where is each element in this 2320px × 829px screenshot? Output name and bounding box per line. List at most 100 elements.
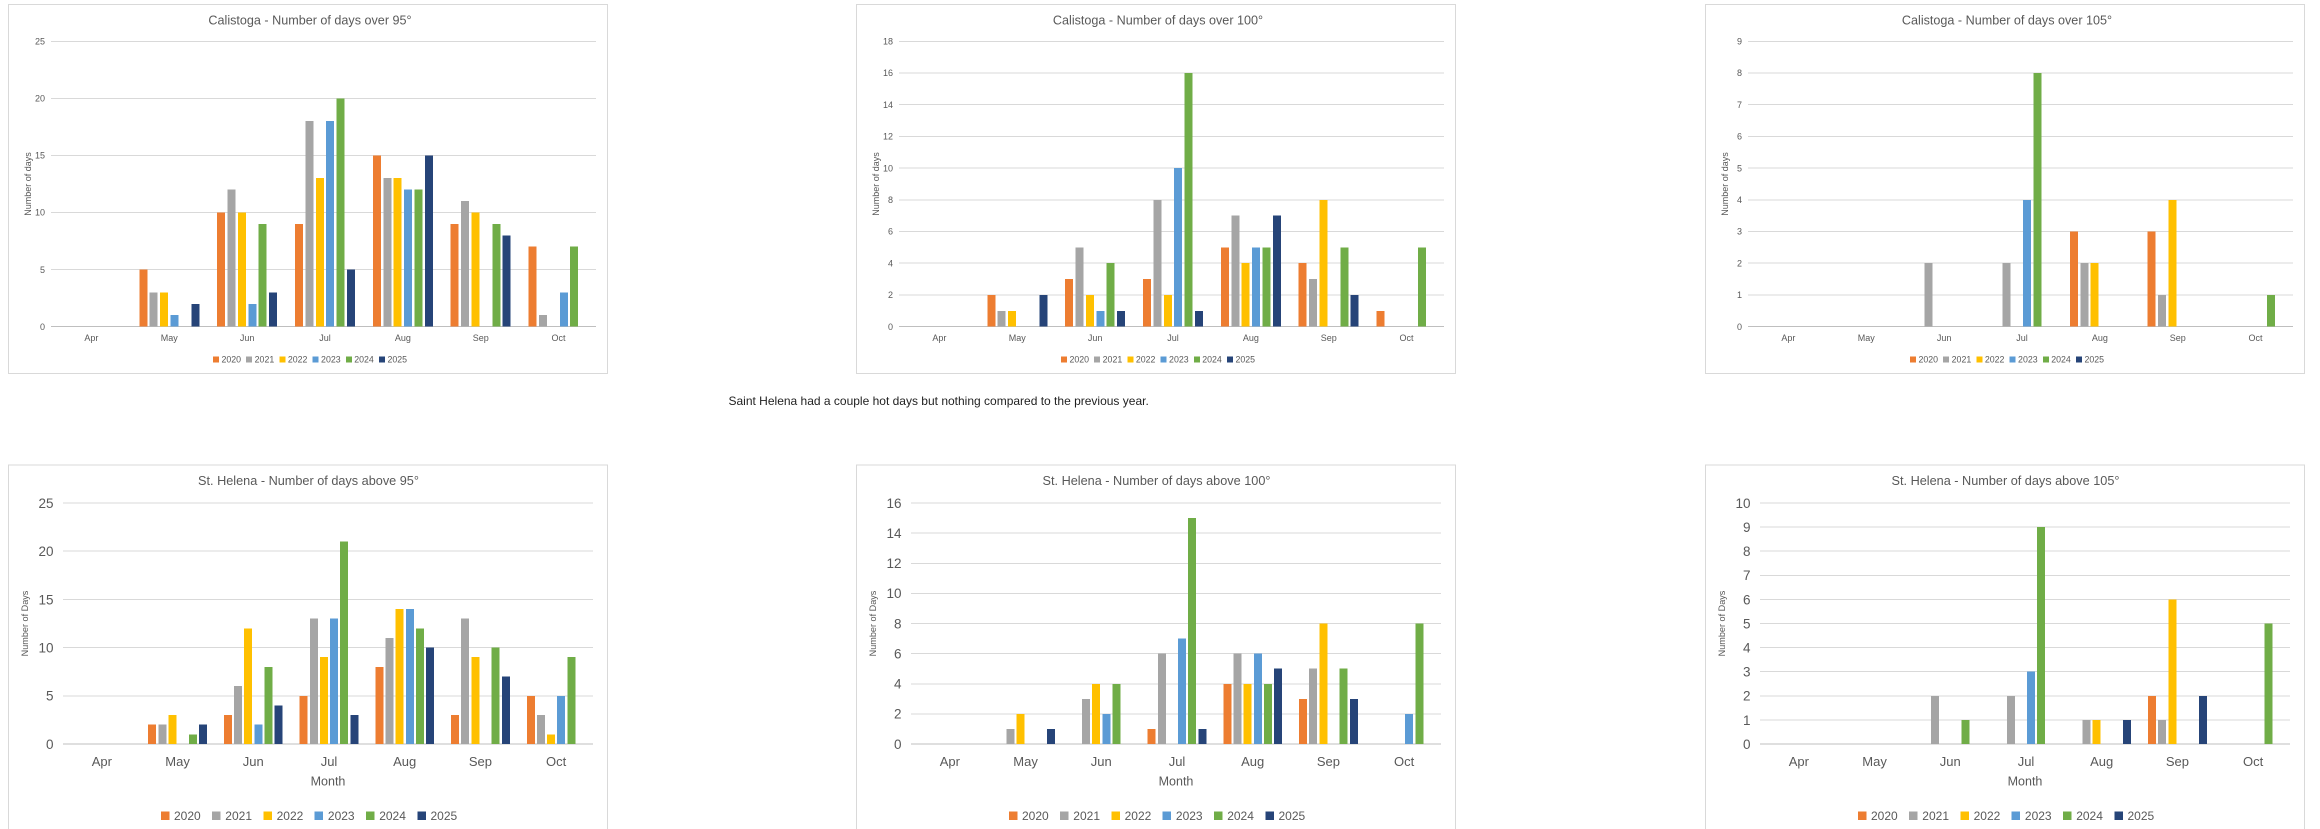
svg-text:2024: 2024 bbox=[1227, 809, 1254, 823]
svg-text:Apr: Apr bbox=[1781, 333, 1795, 343]
svg-text:4: 4 bbox=[1737, 195, 1742, 205]
svg-text:2021: 2021 bbox=[225, 809, 252, 823]
svg-text:10: 10 bbox=[35, 208, 45, 218]
svg-text:8: 8 bbox=[1743, 544, 1751, 559]
svg-text:Number of days: Number of days bbox=[23, 152, 33, 216]
svg-text:2024: 2024 bbox=[354, 355, 374, 365]
svg-text:2022: 2022 bbox=[277, 809, 304, 823]
svg-text:Month: Month bbox=[311, 775, 346, 789]
svg-text:5: 5 bbox=[40, 265, 45, 275]
svg-text:14: 14 bbox=[886, 526, 902, 541]
svg-text:16: 16 bbox=[886, 496, 901, 511]
svg-text:2024: 2024 bbox=[2076, 809, 2103, 823]
svg-text:Oct: Oct bbox=[2243, 754, 2264, 769]
svg-text:6: 6 bbox=[894, 646, 902, 661]
svg-text:2022: 2022 bbox=[1985, 355, 2005, 365]
svg-text:2025: 2025 bbox=[1279, 809, 1306, 823]
svg-text:Aug: Aug bbox=[1241, 754, 1264, 769]
svg-text:4: 4 bbox=[894, 677, 902, 692]
svg-text:Number of days: Number of days bbox=[1720, 152, 1730, 216]
svg-text:Jun: Jun bbox=[243, 754, 264, 769]
svg-text:20: 20 bbox=[38, 544, 53, 559]
svg-text:0: 0 bbox=[888, 322, 893, 332]
svg-text:5: 5 bbox=[1737, 163, 1742, 173]
svg-text:0: 0 bbox=[1737, 322, 1742, 332]
svg-text:Jul: Jul bbox=[1167, 333, 1179, 343]
svg-text:2022: 2022 bbox=[1136, 355, 1156, 365]
svg-text:2023: 2023 bbox=[2025, 809, 2052, 823]
svg-text:Calistoga - Number of days ove: Calistoga - Number of days over 95° bbox=[208, 14, 411, 28]
svg-text:9: 9 bbox=[1743, 520, 1751, 535]
svg-text:14: 14 bbox=[883, 100, 893, 110]
svg-text:0: 0 bbox=[1743, 737, 1751, 752]
svg-text:Jun: Jun bbox=[1091, 754, 1112, 769]
svg-text:Saint Helena had a couple hot: Saint Helena had a couple hot days but n… bbox=[729, 394, 1149, 408]
svg-text:Aug: Aug bbox=[2090, 754, 2113, 769]
svg-text:5: 5 bbox=[1743, 616, 1751, 631]
svg-text:2020: 2020 bbox=[1069, 355, 1089, 365]
svg-text:2023: 2023 bbox=[321, 355, 341, 365]
svg-text:Apr: Apr bbox=[940, 754, 961, 769]
svg-text:2: 2 bbox=[888, 290, 893, 300]
svg-text:5: 5 bbox=[46, 689, 54, 704]
svg-text:25: 25 bbox=[38, 496, 53, 511]
svg-text:2021: 2021 bbox=[1952, 355, 1972, 365]
svg-text:10: 10 bbox=[1735, 496, 1750, 511]
svg-text:15: 15 bbox=[38, 592, 53, 607]
svg-text:May: May bbox=[165, 754, 190, 769]
svg-text:Jul: Jul bbox=[1169, 754, 1186, 769]
svg-text:Month: Month bbox=[1159, 775, 1194, 789]
svg-text:Calistoga - Number of days ove: Calistoga - Number of days over 105° bbox=[1902, 14, 2112, 28]
svg-text:Jun: Jun bbox=[1940, 754, 1961, 769]
svg-text:25: 25 bbox=[35, 37, 45, 47]
svg-text:2023: 2023 bbox=[328, 809, 355, 823]
svg-text:Oct: Oct bbox=[546, 754, 567, 769]
svg-text:Jun: Jun bbox=[1937, 333, 1952, 343]
svg-text:18: 18 bbox=[883, 37, 893, 47]
svg-text:2020: 2020 bbox=[221, 355, 241, 365]
svg-text:2025: 2025 bbox=[1235, 355, 1255, 365]
svg-text:Sep: Sep bbox=[2170, 333, 2186, 343]
svg-text:9: 9 bbox=[1737, 37, 1742, 47]
svg-text:8: 8 bbox=[1737, 68, 1742, 78]
svg-text:2024: 2024 bbox=[2051, 355, 2071, 365]
svg-text:15: 15 bbox=[35, 151, 45, 161]
svg-text:2023: 2023 bbox=[2018, 355, 2038, 365]
svg-text:Number of Days: Number of Days bbox=[20, 590, 30, 656]
svg-text:Oct: Oct bbox=[552, 333, 567, 343]
svg-text:10: 10 bbox=[886, 586, 901, 601]
svg-text:Aug: Aug bbox=[2092, 333, 2108, 343]
svg-text:Sep: Sep bbox=[469, 754, 492, 769]
svg-text:2025: 2025 bbox=[2084, 355, 2104, 365]
svg-text:2024: 2024 bbox=[379, 809, 406, 823]
svg-text:2025: 2025 bbox=[387, 355, 407, 365]
svg-text:Calistoga - Number of days ove: Calistoga - Number of days over 100° bbox=[1053, 14, 1263, 28]
svg-text:Aug: Aug bbox=[393, 754, 416, 769]
svg-text:Jul: Jul bbox=[319, 333, 331, 343]
svg-text:6: 6 bbox=[1737, 132, 1742, 142]
svg-text:St. Helena - Number of days ab: St. Helena - Number of days above 105° bbox=[1892, 474, 2120, 488]
svg-text:4: 4 bbox=[1743, 640, 1751, 655]
svg-text:Number of days: Number of days bbox=[871, 152, 881, 216]
svg-text:Aug: Aug bbox=[395, 333, 411, 343]
svg-text:2021: 2021 bbox=[255, 355, 275, 365]
svg-text:May: May bbox=[1858, 333, 1876, 343]
svg-text:Jun: Jun bbox=[240, 333, 255, 343]
svg-text:2025: 2025 bbox=[2128, 809, 2155, 823]
svg-text:2024: 2024 bbox=[1202, 355, 1222, 365]
svg-text:Jul: Jul bbox=[321, 754, 338, 769]
svg-text:Month: Month bbox=[2008, 775, 2043, 789]
svg-text:2020: 2020 bbox=[1918, 355, 1938, 365]
svg-text:2020: 2020 bbox=[1022, 809, 1049, 823]
svg-text:1: 1 bbox=[1737, 290, 1742, 300]
svg-text:Sep: Sep bbox=[1321, 333, 1337, 343]
svg-text:May: May bbox=[1862, 754, 1887, 769]
svg-text:3: 3 bbox=[1743, 665, 1751, 680]
svg-text:2: 2 bbox=[894, 707, 902, 722]
svg-text:May: May bbox=[1013, 754, 1038, 769]
svg-text:Sep: Sep bbox=[1317, 754, 1340, 769]
svg-text:Apr: Apr bbox=[1789, 754, 1810, 769]
svg-text:Jun: Jun bbox=[1088, 333, 1103, 343]
svg-text:May: May bbox=[1009, 333, 1027, 343]
svg-text:6: 6 bbox=[1743, 592, 1751, 607]
